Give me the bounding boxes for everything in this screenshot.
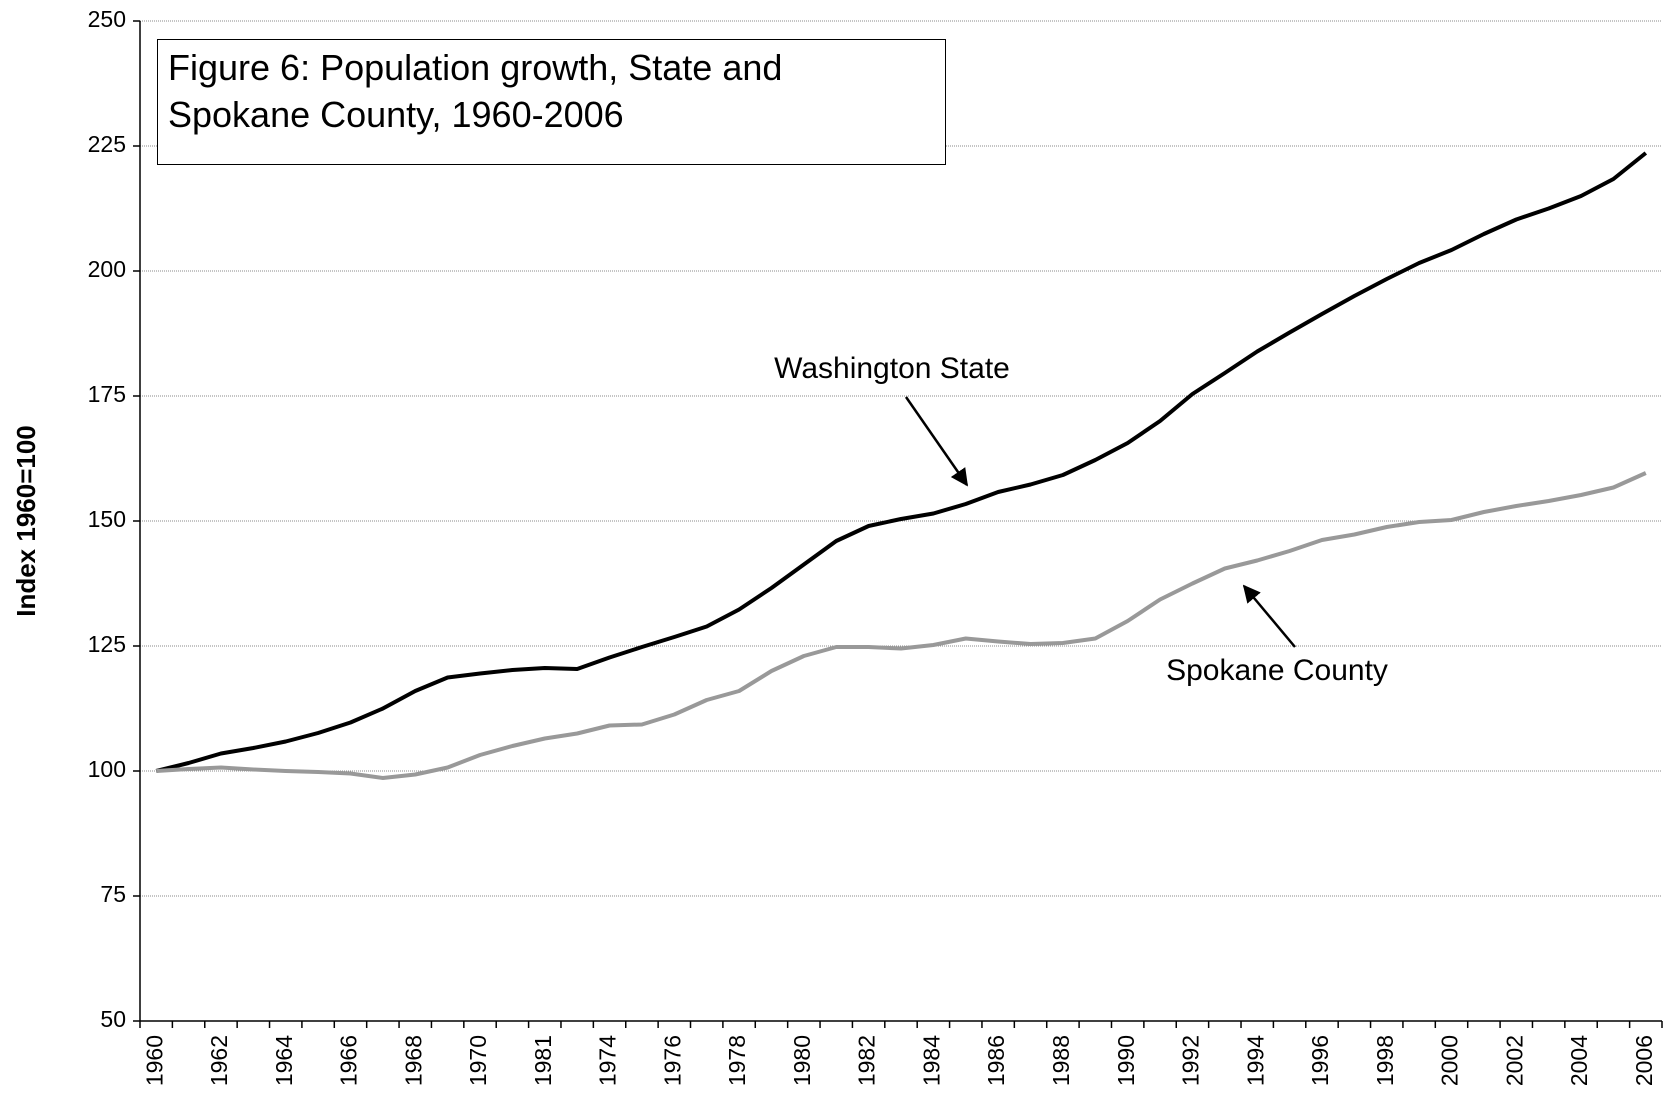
y-tick-label: 50 [100,1006,126,1032]
x-tick-label: 1998 [1372,1035,1398,1086]
x-tick-label: 1992 [1178,1035,1204,1086]
x-tick-label: 1994 [1242,1035,1268,1086]
y-tick-label: 100 [88,756,126,782]
x-tick-label: 1986 [983,1035,1009,1086]
series-label: Washington State [774,352,1010,385]
x-tick-label: 1964 [271,1035,297,1086]
y-tick-label: 225 [88,131,126,157]
x-tick-label: 1966 [336,1035,362,1086]
x-tick-label: 1960 [141,1035,167,1086]
annotation-arrow [1242,584,1296,648]
x-tick-label: 1984 [918,1035,944,1086]
x-tick-label: 2006 [1631,1035,1657,1086]
title-box: Figure 6: Population growth, State and S… [157,39,946,165]
x-tick-label: 1980 [789,1035,815,1086]
annotation-arrow [904,396,969,487]
x-tick-label: 2000 [1437,1035,1463,1086]
x-tick-label: 1982 [854,1035,880,1086]
x-tick-label: 2002 [1501,1035,1527,1086]
y-tick-label: 200 [88,256,126,282]
x-tick-label: 1976 [659,1035,685,1086]
x-tick-label: 1970 [465,1035,491,1086]
chart-title: Figure 6: Population growth, State and S… [168,47,783,135]
y-tick-label: 75 [100,881,126,907]
x-tick-label: 1968 [400,1035,426,1086]
series-line [156,471,1647,780]
y-axis-label: Index 1960=100 [11,425,41,617]
series-line [155,151,1648,773]
x-tick-label: 1988 [1048,1035,1074,1086]
x-tick-label: 1981 [530,1035,556,1086]
y-tick-label: 150 [88,506,126,532]
series-label: Spokane County [1166,654,1388,687]
x-tick-label: 1996 [1307,1035,1333,1086]
y-tick-label: 125 [88,631,126,657]
x-tick-label: 1974 [595,1035,621,1086]
x-tick-label: 1978 [724,1035,750,1086]
x-tick-label: 1990 [1113,1035,1139,1086]
x-tick-label: 2004 [1566,1035,1592,1086]
x-tick-label: 1962 [206,1035,232,1086]
y-tick-label: 175 [88,381,126,407]
y-tick-label: 250 [88,6,126,32]
